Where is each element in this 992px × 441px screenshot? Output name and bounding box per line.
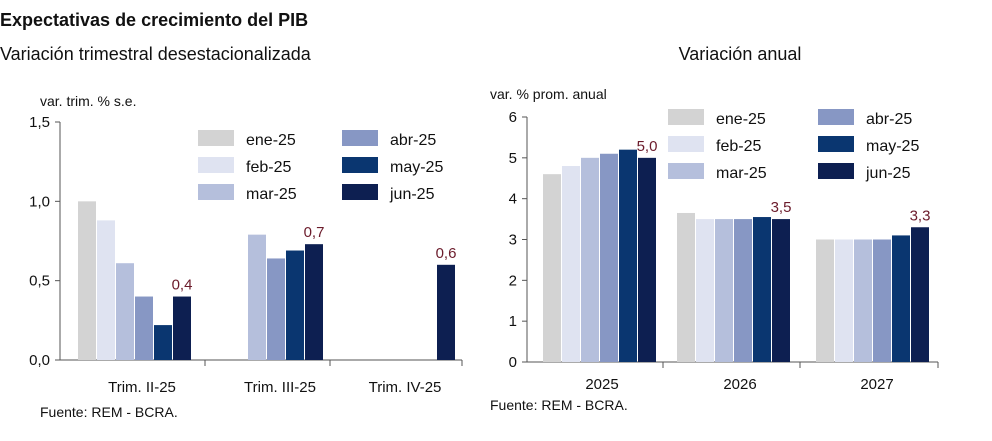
right-chart-title: Variación anual xyxy=(678,44,802,64)
bar-may-25-trim.-iii-25 xyxy=(286,250,304,360)
bar-may-25-2025 xyxy=(619,149,637,362)
y-tick-label: 0,5 xyxy=(29,273,50,290)
y-tick-label: 6 xyxy=(509,109,517,126)
y-tick-label: 2 xyxy=(509,272,517,289)
legend-label-ene-25: ene-25 xyxy=(246,132,296,149)
legend-label-ene-25: ene-25 xyxy=(716,111,766,128)
legend-swatch-jun-25 xyxy=(342,184,378,200)
legend-swatch-ene-25 xyxy=(198,130,234,146)
bar-feb-25-trim.-ii-25 xyxy=(97,220,115,360)
bar-abr-25-trim.-ii-25 xyxy=(135,296,153,360)
bar-mar-25-2027 xyxy=(854,239,872,362)
y-tick-label: 5 xyxy=(509,150,517,167)
legend-swatch-abr-25 xyxy=(818,109,854,125)
bar-mar-25-trim.-ii-25 xyxy=(116,263,134,360)
bar-mar-25-2026 xyxy=(715,219,733,362)
bar-feb-25-2026 xyxy=(696,219,714,362)
bar-abr-25-2027 xyxy=(873,239,891,362)
y-tick-label: 0 xyxy=(509,354,517,371)
bar-ene-25-trim.-ii-25 xyxy=(78,201,96,360)
right-source-note: Fuente: REM - BCRA. xyxy=(490,397,628,413)
x-category-label: 2026 xyxy=(723,376,756,393)
bar-jun-25-trim.-iii-25 xyxy=(305,244,323,360)
data-label: 3,5 xyxy=(771,199,792,216)
y-tick-label: 4 xyxy=(509,191,517,208)
bar-jun-25-trim.-iv-25 xyxy=(437,264,455,360)
bar-abr-25-trim.-iii-25 xyxy=(267,258,285,360)
y-tick-label: 1,5 xyxy=(29,114,50,131)
y-tick-label: 1,0 xyxy=(29,193,50,210)
y-tick-label: 0,0 xyxy=(29,352,50,369)
data-label: 0,6 xyxy=(436,245,457,262)
legend-swatch-mar-25 xyxy=(198,184,234,200)
left-chart-title: Variación trimestral desestacionalizada xyxy=(0,44,311,64)
legend-label-jun-25: jun-25 xyxy=(389,186,435,203)
x-category-label: 2027 xyxy=(860,376,893,393)
legend-swatch-jun-25 xyxy=(818,163,854,179)
legend-label-mar-25: mar-25 xyxy=(246,186,297,203)
bar-may-25-2027 xyxy=(892,235,910,362)
bar-ene-25-2025 xyxy=(543,174,561,362)
bar-may-25-2026 xyxy=(753,217,771,362)
bar-jun-25-trim.-ii-25 xyxy=(173,296,191,360)
left-source-note: Fuente: REM - BCRA. xyxy=(40,404,178,420)
legend-swatch-may-25 xyxy=(342,157,378,173)
data-label: 3,3 xyxy=(910,207,931,224)
data-label: 0,4 xyxy=(172,277,193,294)
legend-label-mar-25: mar-25 xyxy=(716,165,767,182)
bar-ene-25-2026 xyxy=(677,212,695,362)
legend-swatch-feb-25 xyxy=(668,136,704,152)
x-category-label: Trim. II-25 xyxy=(108,379,176,396)
bar-mar-25-2025 xyxy=(581,157,599,362)
bar-mar-25-trim.-iii-25 xyxy=(248,234,266,360)
legend-swatch-feb-25 xyxy=(198,157,234,173)
legend-label-jun-25: jun-25 xyxy=(865,165,911,182)
legend-label-feb-25: feb-25 xyxy=(716,138,761,155)
bar-feb-25-2025 xyxy=(562,166,580,362)
left-y-axis-label: var. trim. % s.e. xyxy=(40,93,137,109)
legend-swatch-ene-25 xyxy=(668,109,704,125)
bar-may-25-trim.-ii-25 xyxy=(154,325,172,360)
x-category-label: Trim. IV-25 xyxy=(369,379,442,396)
bar-abr-25-2026 xyxy=(734,219,752,362)
right-y-axis-label: var. % prom. anual xyxy=(490,86,607,102)
legend-swatch-mar-25 xyxy=(668,163,704,179)
data-label: 5,0 xyxy=(637,138,658,155)
bar-jun-25-2025 xyxy=(638,157,656,362)
legend-label-abr-25: abr-25 xyxy=(866,111,912,128)
right-bar-chart: 0 1 2 3 4 5 6 2025 5,0 2026 3,5 2027 3,3 ene-25 feb-25… xyxy=(509,109,939,393)
data-label: 0,7 xyxy=(304,224,325,241)
legend-swatch-may-25 xyxy=(818,136,854,152)
y-tick-label: 3 xyxy=(509,232,517,249)
bar-jun-25-2026 xyxy=(772,219,790,362)
main-title: Expectativas de crecimiento del PIB xyxy=(0,10,309,30)
legend-label-may-25: may-25 xyxy=(390,159,443,176)
legend-label-feb-25: feb-25 xyxy=(246,159,291,176)
legend-label-may-25: may-25 xyxy=(866,138,919,155)
bar-abr-25-2025 xyxy=(600,153,618,362)
x-category-label: 2025 xyxy=(585,376,618,393)
bar-feb-25-2027 xyxy=(835,239,853,362)
left-bar-chart: 0,0 0,5 1,0 1,5 Trim. II-25 0,4 Trim. III-25 0,… xyxy=(29,114,463,396)
y-tick-label: 1 xyxy=(509,313,517,330)
legend-swatch-abr-25 xyxy=(342,130,378,146)
legend-label-abr-25: abr-25 xyxy=(390,132,436,149)
x-category-label: Trim. III-25 xyxy=(244,379,316,396)
bar-jun-25-2027 xyxy=(911,227,929,362)
bar-ene-25-2027 xyxy=(816,239,834,362)
